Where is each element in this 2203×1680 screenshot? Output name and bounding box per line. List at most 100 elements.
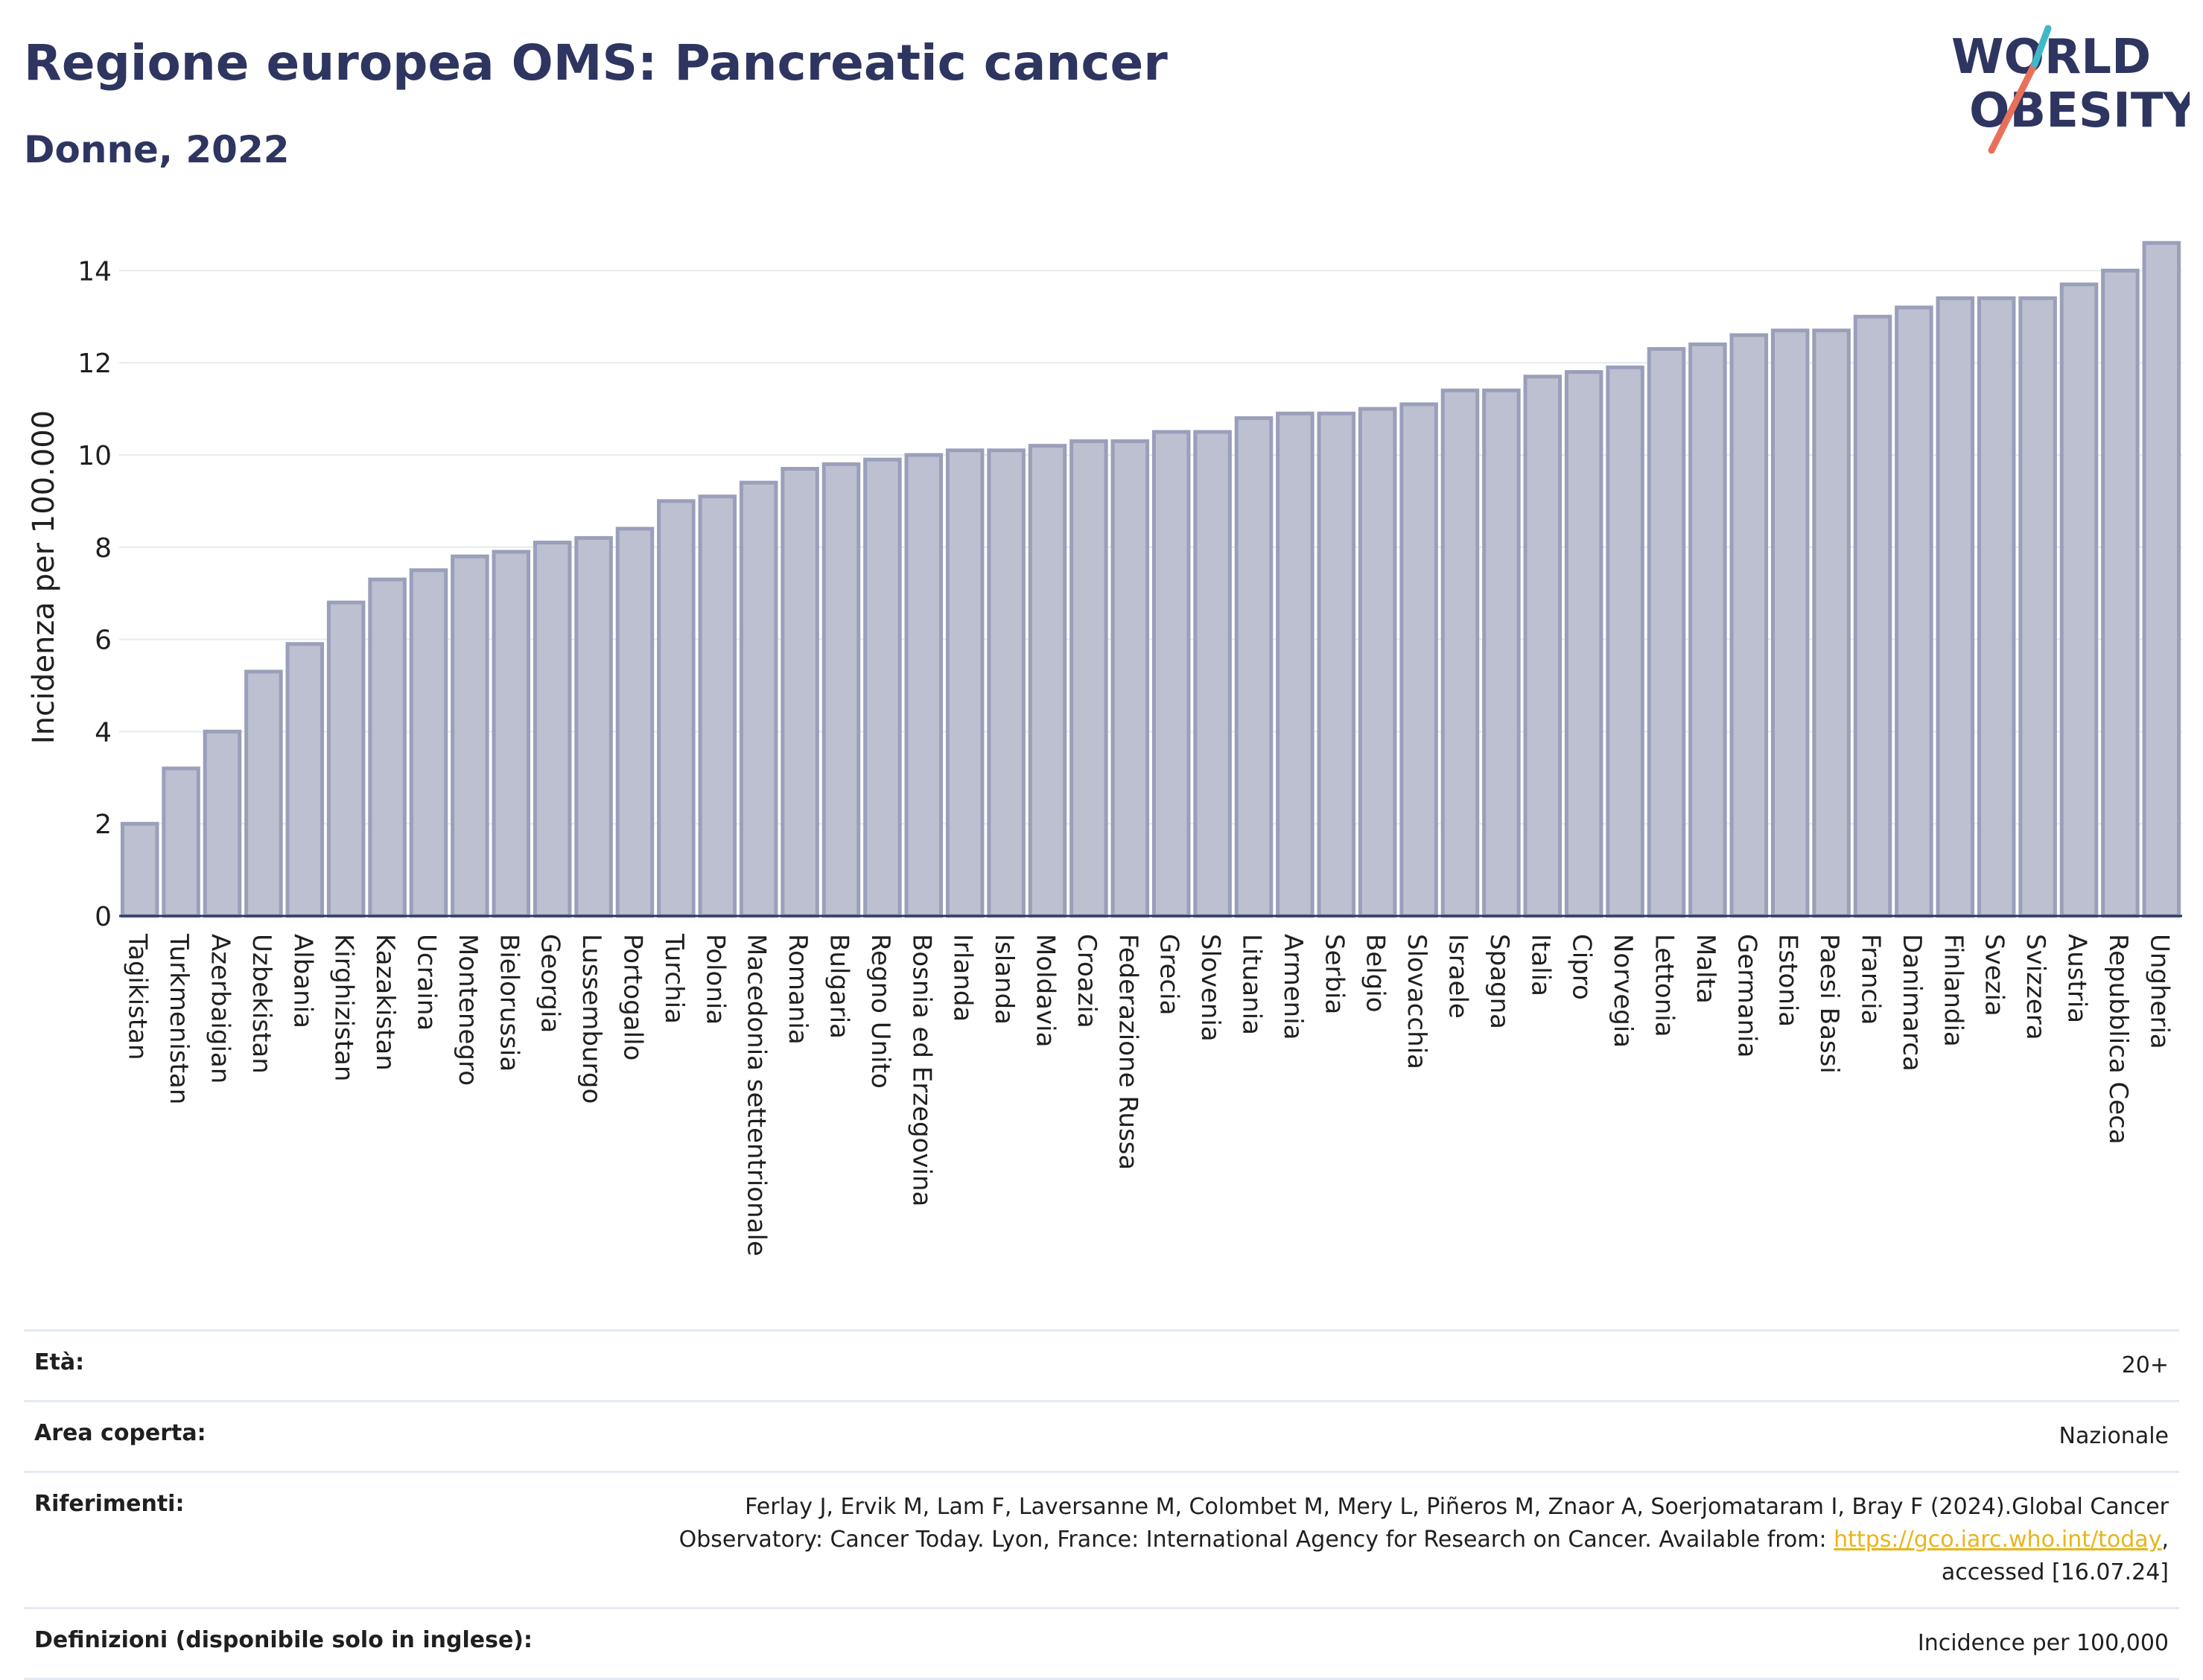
bar xyxy=(1564,370,1603,918)
x-tick-label: Uzbekistan xyxy=(247,934,276,1074)
x-tick-label: Cipro xyxy=(1567,934,1597,1000)
meta-row-coverage: Area coperta: Nazionale xyxy=(24,1400,2179,1471)
bar xyxy=(821,462,861,918)
x-tick-label: Ucraina xyxy=(412,934,442,1031)
bar xyxy=(120,821,159,918)
x-tick-label: Lituania xyxy=(1237,934,1267,1035)
meta-row-age: Età: 20+ xyxy=(24,1329,2179,1400)
x-tick-label: Israele xyxy=(1443,934,1473,1019)
x-tick-label: Malta xyxy=(1691,934,1720,1004)
bar xyxy=(368,577,407,918)
bar xyxy=(1069,439,1108,918)
meta-value-age: 20+ xyxy=(2121,1352,2169,1378)
bar xyxy=(1895,305,1933,918)
bar xyxy=(657,499,696,918)
y-tick-label: 0 xyxy=(95,902,112,932)
bar xyxy=(863,457,902,918)
y-tick-labels: 0 2 4 6 8 10 12 14 xyxy=(77,256,112,932)
x-tick-label: Svizzera xyxy=(2021,934,2050,1040)
x-tick-label: Albania xyxy=(287,934,317,1028)
bar xyxy=(1234,416,1274,918)
x-tick-label: Italia xyxy=(1525,934,1555,996)
x-tick-label: Turkmenistan xyxy=(164,933,194,1104)
x-tick-label: Romania xyxy=(783,934,813,1045)
logo-slash-upper xyxy=(2031,25,2052,68)
bar xyxy=(492,550,531,918)
x-tick-label: Azerbaigian xyxy=(206,934,235,1084)
bar xyxy=(945,448,985,918)
world-obesity-logo: WORLD OBESITY xyxy=(1951,25,2190,154)
x-tick-label: Croazia xyxy=(1072,934,1102,1028)
x-tick-label: Kirghizistan xyxy=(329,934,359,1081)
meta-row-definitions: Definizioni (disponibile solo in inglese… xyxy=(24,1607,2179,1680)
bar xyxy=(574,535,613,918)
y-tick-label: 2 xyxy=(95,809,112,840)
logo-slash-middle xyxy=(2010,60,2038,109)
bar xyxy=(1440,388,1480,918)
reference-line-2: Observatory: Cancer Today. Lyon, France:… xyxy=(678,1527,1834,1553)
x-tick-label: Spagna xyxy=(1484,934,1514,1029)
x-tick-label: Svezia xyxy=(1980,934,2009,1016)
meta-value-definitions: Incidence per 100,000 xyxy=(1917,1630,2169,1656)
bar xyxy=(987,448,1026,918)
bar-chart: 0 2 4 6 8 10 12 14 Tagikistan Turkmenistan Azerba… xyxy=(27,241,2182,1256)
x-tick-label: Irlanda xyxy=(948,934,978,1022)
x-tick-label: Repubblica Ceca xyxy=(2103,934,2133,1145)
y-tick-label: 14 xyxy=(77,256,112,287)
x-tick-label: Austria xyxy=(2062,934,2092,1023)
bar xyxy=(1193,430,1232,918)
x-tick-label: Norvegia xyxy=(1608,934,1638,1048)
x-tick-label: Turchia xyxy=(659,933,689,1024)
bar xyxy=(1853,314,1892,918)
y-tick-label: 6 xyxy=(95,626,112,656)
bar xyxy=(533,541,572,918)
bar xyxy=(2059,282,2099,918)
bar xyxy=(904,453,944,918)
y-tick-label: 8 xyxy=(95,533,112,564)
x-tick-label: Moldavia xyxy=(1031,934,1061,1047)
x-tick-label: Lussemburgo xyxy=(576,934,606,1104)
x-tick-label: Germania xyxy=(1732,934,1761,1057)
x-tick-label: Bulgaria xyxy=(824,934,854,1039)
x-tick-label: Serbia xyxy=(1319,934,1349,1014)
bar xyxy=(1688,342,1727,918)
x-tick-label: Belgio xyxy=(1361,934,1390,1013)
bar xyxy=(162,766,200,918)
meta-label-definitions: Definizioni (disponibile solo in inglese… xyxy=(34,1627,533,1653)
x-tick-label: Paesi Bassi xyxy=(1814,934,1844,1074)
bar xyxy=(1028,444,1067,918)
x-tick-label: Portogallo xyxy=(618,934,648,1060)
x-tick-labels: Tagikistan Turkmenistan Azerbaigian Uzbekis… xyxy=(123,933,2175,1256)
page-subtitle: Donne, 2022 xyxy=(24,128,290,171)
bar xyxy=(698,494,737,918)
bar xyxy=(2101,268,2140,918)
x-tick-label: Tagikistan xyxy=(123,933,153,1060)
x-tick-label: Regno Unito xyxy=(865,934,895,1089)
meta-label-references: Riferimenti: xyxy=(34,1491,185,1517)
bar xyxy=(1151,430,1191,918)
reference-link[interactable]: https://gco.iarc.who.int/today xyxy=(1834,1527,2162,1553)
x-tick-label: Ungheria xyxy=(2144,934,2174,1049)
y-axis-label: Incidenza per 100.000 xyxy=(27,410,61,744)
x-tick-label: Macedonia settentrionale xyxy=(742,934,772,1256)
reference-line-3: accessed [16.07.24] xyxy=(1941,1559,2169,1585)
bar xyxy=(1647,347,1686,918)
logo-slash-lower xyxy=(1988,102,2018,154)
y-tick-label: 4 xyxy=(95,717,112,748)
bar xyxy=(451,554,489,918)
bar xyxy=(1110,439,1150,918)
bar xyxy=(2142,241,2181,918)
x-tick-label: Federazione Russa xyxy=(1113,934,1142,1170)
x-tick-label: Slovenia xyxy=(1195,934,1225,1042)
bar xyxy=(1358,407,1397,918)
bar xyxy=(1606,365,1644,918)
bars xyxy=(120,241,2181,918)
x-tick-label: Kazakistan xyxy=(370,934,400,1071)
bar xyxy=(1399,402,1438,918)
x-tick-label: Polonia xyxy=(700,934,730,1025)
bar xyxy=(1770,328,1810,918)
bar xyxy=(2018,296,2057,918)
x-tick-label: Finlandia xyxy=(1938,934,1968,1047)
bar xyxy=(409,568,448,918)
bar xyxy=(1482,388,1521,918)
